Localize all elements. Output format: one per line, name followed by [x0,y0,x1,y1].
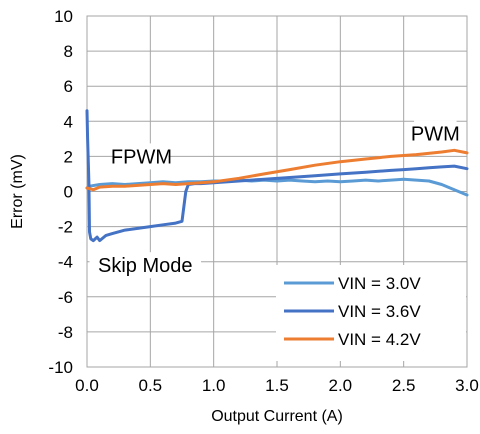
annotation-label: PWM [411,124,460,146]
y-tick-label: 6 [64,77,73,96]
series-line [85,177,469,197]
y-tick-label: -4 [58,253,73,272]
annotation-box [414,120,457,147]
legend-label: VIN = 3.0V [338,274,421,293]
annotations: FPWM PWM Skip Mode [89,120,460,279]
x-tick-label: 0.5 [139,376,163,395]
legend-box [276,265,466,361]
x-axis-title: Output Current (A) [211,408,343,425]
y-axis-title: Error (mV) [9,154,26,229]
x-tick-label: 3.0 [455,376,479,395]
annotation-box [114,143,169,170]
x-axis-tick-labels: 0.0 0.5 1.0 1.5 2.0 2.5 3.0 [75,376,479,395]
y-tick-label: 10 [54,7,73,26]
annotation-label: FPWM [111,146,172,168]
series-lines [85,109,469,243]
y-tick-label: 4 [64,112,73,131]
x-tick-label: 1.5 [265,376,289,395]
series-line [85,148,469,192]
y-tick-label: 2 [64,147,73,166]
y-tick-label: -2 [58,218,73,237]
annotation-label: Skip Mode [98,255,193,277]
y-tick-label: -8 [58,323,73,342]
series-line [85,109,469,243]
y-tick-label: -6 [58,288,73,307]
x-tick-label: 0.0 [75,376,99,395]
y-tick-label: -10 [48,358,73,377]
y-tick-label: 0 [64,183,73,202]
legend-label: VIN = 3.6V [338,302,421,321]
annotation-box [89,252,202,279]
legend-label: VIN = 4.2V [338,330,421,349]
plot-area-frame [86,15,468,368]
x-tick-label: 1.0 [202,376,226,395]
y-tick-label: 8 [64,42,73,61]
x-tick-label: 2.5 [392,376,416,395]
legend: VIN = 3.0V VIN = 3.6V VIN = 4.2V [276,265,466,361]
x-tick-label: 2.0 [329,376,353,395]
y-axis-tick-labels: -10 -8 -6 -4 -2 0 2 4 6 8 10 [48,7,73,377]
